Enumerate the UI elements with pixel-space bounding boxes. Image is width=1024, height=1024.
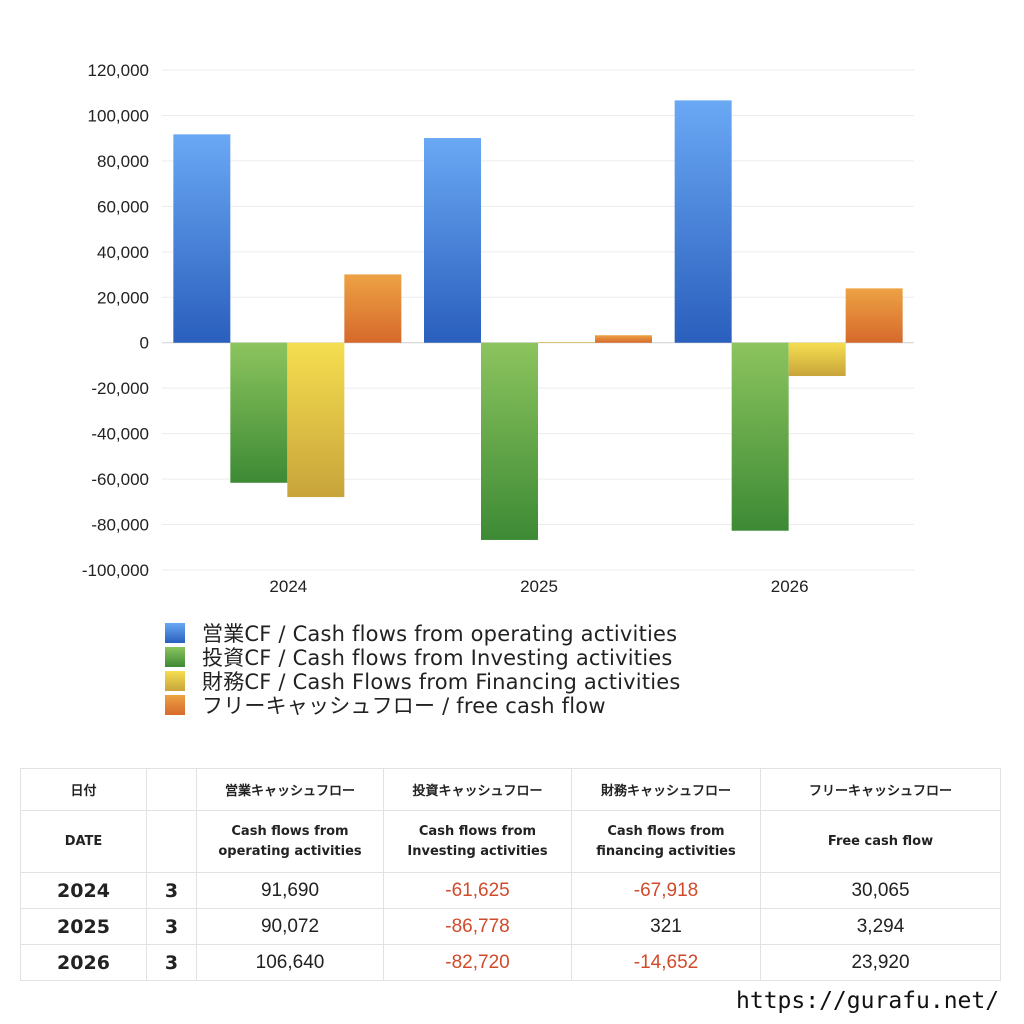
cell-month: 3 [146, 872, 197, 909]
y-tick-label: 60,000 [97, 197, 149, 216]
bar-operating-2025 [424, 138, 481, 343]
x-axis-ticks: 2024 2025 2026 [269, 577, 808, 596]
header-financing-ja: 財務キャッシュフロー [571, 768, 761, 811]
legend-item-operating: 営業CF / Cash flows from operating activit… [165, 621, 681, 646]
cash-flow-bar-chart: 120,000 100,000 80,000 60,000 40,000 20,000 0 -… [82, 61, 914, 596]
legend-label-investing: 投資CF / Cash flows from Investing activit… [202, 646, 673, 670]
header-free-en: Free cash flow [760, 810, 1001, 873]
header-date-en: DATE [20, 810, 147, 873]
cell-financing: -14,652 [571, 944, 761, 981]
legend-label-operating: 営業CF / Cash flows from operating activit… [202, 622, 678, 646]
y-tick-label: 120,000 [88, 61, 149, 80]
header-investing-ja: 投資キャッシュフロー [383, 768, 572, 811]
cell-year: 2024 [20, 872, 147, 909]
cell-year: 2026 [20, 944, 147, 981]
y-tick-label: 80,000 [97, 152, 149, 171]
bar-financing-2025 [538, 341, 595, 343]
cell-operating: 90,072 [196, 908, 384, 945]
legend-label-free: フリーキャッシュフロー / free cash flow [202, 694, 606, 718]
y-tick-label: 40,000 [97, 243, 149, 262]
y-tick-label: 100,000 [88, 106, 149, 125]
bar-free-2024 [344, 274, 402, 343]
cell-free: 30,065 [760, 872, 1001, 909]
header-date-ja: 日付 [20, 768, 147, 811]
bar-operating-2026 [674, 100, 732, 343]
cell-operating: 106,640 [196, 944, 384, 981]
cell-financing: 321 [571, 908, 761, 945]
legend-swatch-investing [165, 647, 185, 667]
y-tick-label: -100,000 [82, 561, 149, 580]
cell-free: 23,920 [760, 944, 1001, 981]
table-row: 2025 3 90,072 -86,778 321 3,294 [20, 908, 1001, 945]
header-month-ja [146, 768, 197, 811]
table-header-ja: 日付 営業キャッシュフロー 投資キャッシュフロー 財務キャッシュフロー フリーキ… [20, 768, 1001, 811]
y-tick-label: 20,000 [97, 288, 149, 307]
cash-flow-table: 日付 営業キャッシュフロー 投資キャッシュフロー 財務キャッシュフロー フリーキ… [20, 768, 1001, 981]
y-tick-label: 0 [140, 334, 149, 353]
x-tick-label: 2026 [771, 577, 809, 596]
legend-swatch-financing [165, 671, 185, 691]
header-free-ja: フリーキャッシュフロー [760, 768, 1001, 811]
cell-investing: -86,778 [383, 908, 572, 945]
table-header-en: DATE Cash flows from operating activitie… [20, 810, 1001, 873]
bar-investing-2025 [481, 342, 538, 540]
legend-item-financing: 財務CF / Cash Flows from Financing activit… [165, 669, 681, 694]
legend-swatch-free [165, 695, 185, 715]
bar-investing-2026 [731, 342, 789, 531]
y-tick-label: -60,000 [91, 470, 149, 489]
table-row: 2024 3 91,690 -61,625 -67,918 30,065 [20, 872, 1001, 909]
bar-operating-2024 [173, 134, 231, 343]
legend-label-financing: 財務CF / Cash Flows from Financing activit… [202, 670, 681, 694]
legend-item-free: フリーキャッシュフロー / free cash flow [165, 693, 681, 718]
chart-legend: 営業CF / Cash flows from operating activit… [165, 621, 681, 718]
cell-free: 3,294 [760, 908, 1001, 945]
cell-month: 3 [146, 908, 197, 945]
bar-financing-2026 [788, 342, 846, 377]
header-operating-ja: 営業キャッシュフロー [196, 768, 384, 811]
y-axis-ticks: 120,000 100,000 80,000 60,000 40,000 20,000 0 -… [82, 61, 149, 580]
bar-investing-2024 [230, 342, 288, 483]
y-tick-label: -20,000 [91, 379, 149, 398]
cell-operating: 91,690 [196, 872, 384, 909]
cell-financing: -67,918 [571, 872, 761, 909]
site-url-link[interactable]: https://gurafu.net/ [736, 988, 1000, 1014]
header-financing-en: Cash flows from financing activities [571, 810, 761, 873]
x-tick-label: 2024 [269, 577, 307, 596]
bars [173, 100, 903, 540]
header-investing-en: Cash flows from Investing activities [383, 810, 572, 873]
bar-financing-2024 [287, 342, 345, 498]
cell-investing: -82,720 [383, 944, 572, 981]
legend-swatch-operating [165, 623, 185, 643]
header-operating-en: Cash flows from operating activities [196, 810, 384, 873]
header-month-en [146, 810, 197, 873]
table-row: 2026 3 106,640 -82,720 -14,652 23,920 [20, 944, 1001, 981]
y-tick-label: -80,000 [91, 516, 149, 535]
bar-free-2025 [595, 335, 652, 343]
cell-month: 3 [146, 944, 197, 981]
y-tick-label: -40,000 [91, 425, 149, 444]
legend-item-investing: 投資CF / Cash flows from Investing activit… [165, 645, 681, 670]
bar-free-2026 [845, 288, 903, 343]
cell-year: 2025 [20, 908, 147, 945]
cell-investing: -61,625 [383, 872, 572, 909]
x-tick-label: 2025 [520, 577, 558, 596]
